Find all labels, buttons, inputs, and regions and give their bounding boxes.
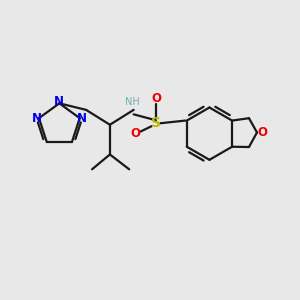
Text: N: N [77, 112, 87, 124]
Text: O: O [130, 127, 140, 140]
Text: N: N [32, 112, 42, 124]
Text: NH: NH [125, 97, 140, 106]
Text: S: S [151, 116, 161, 130]
Text: N: N [54, 95, 64, 108]
Text: O: O [151, 92, 161, 105]
Text: O: O [257, 126, 267, 139]
